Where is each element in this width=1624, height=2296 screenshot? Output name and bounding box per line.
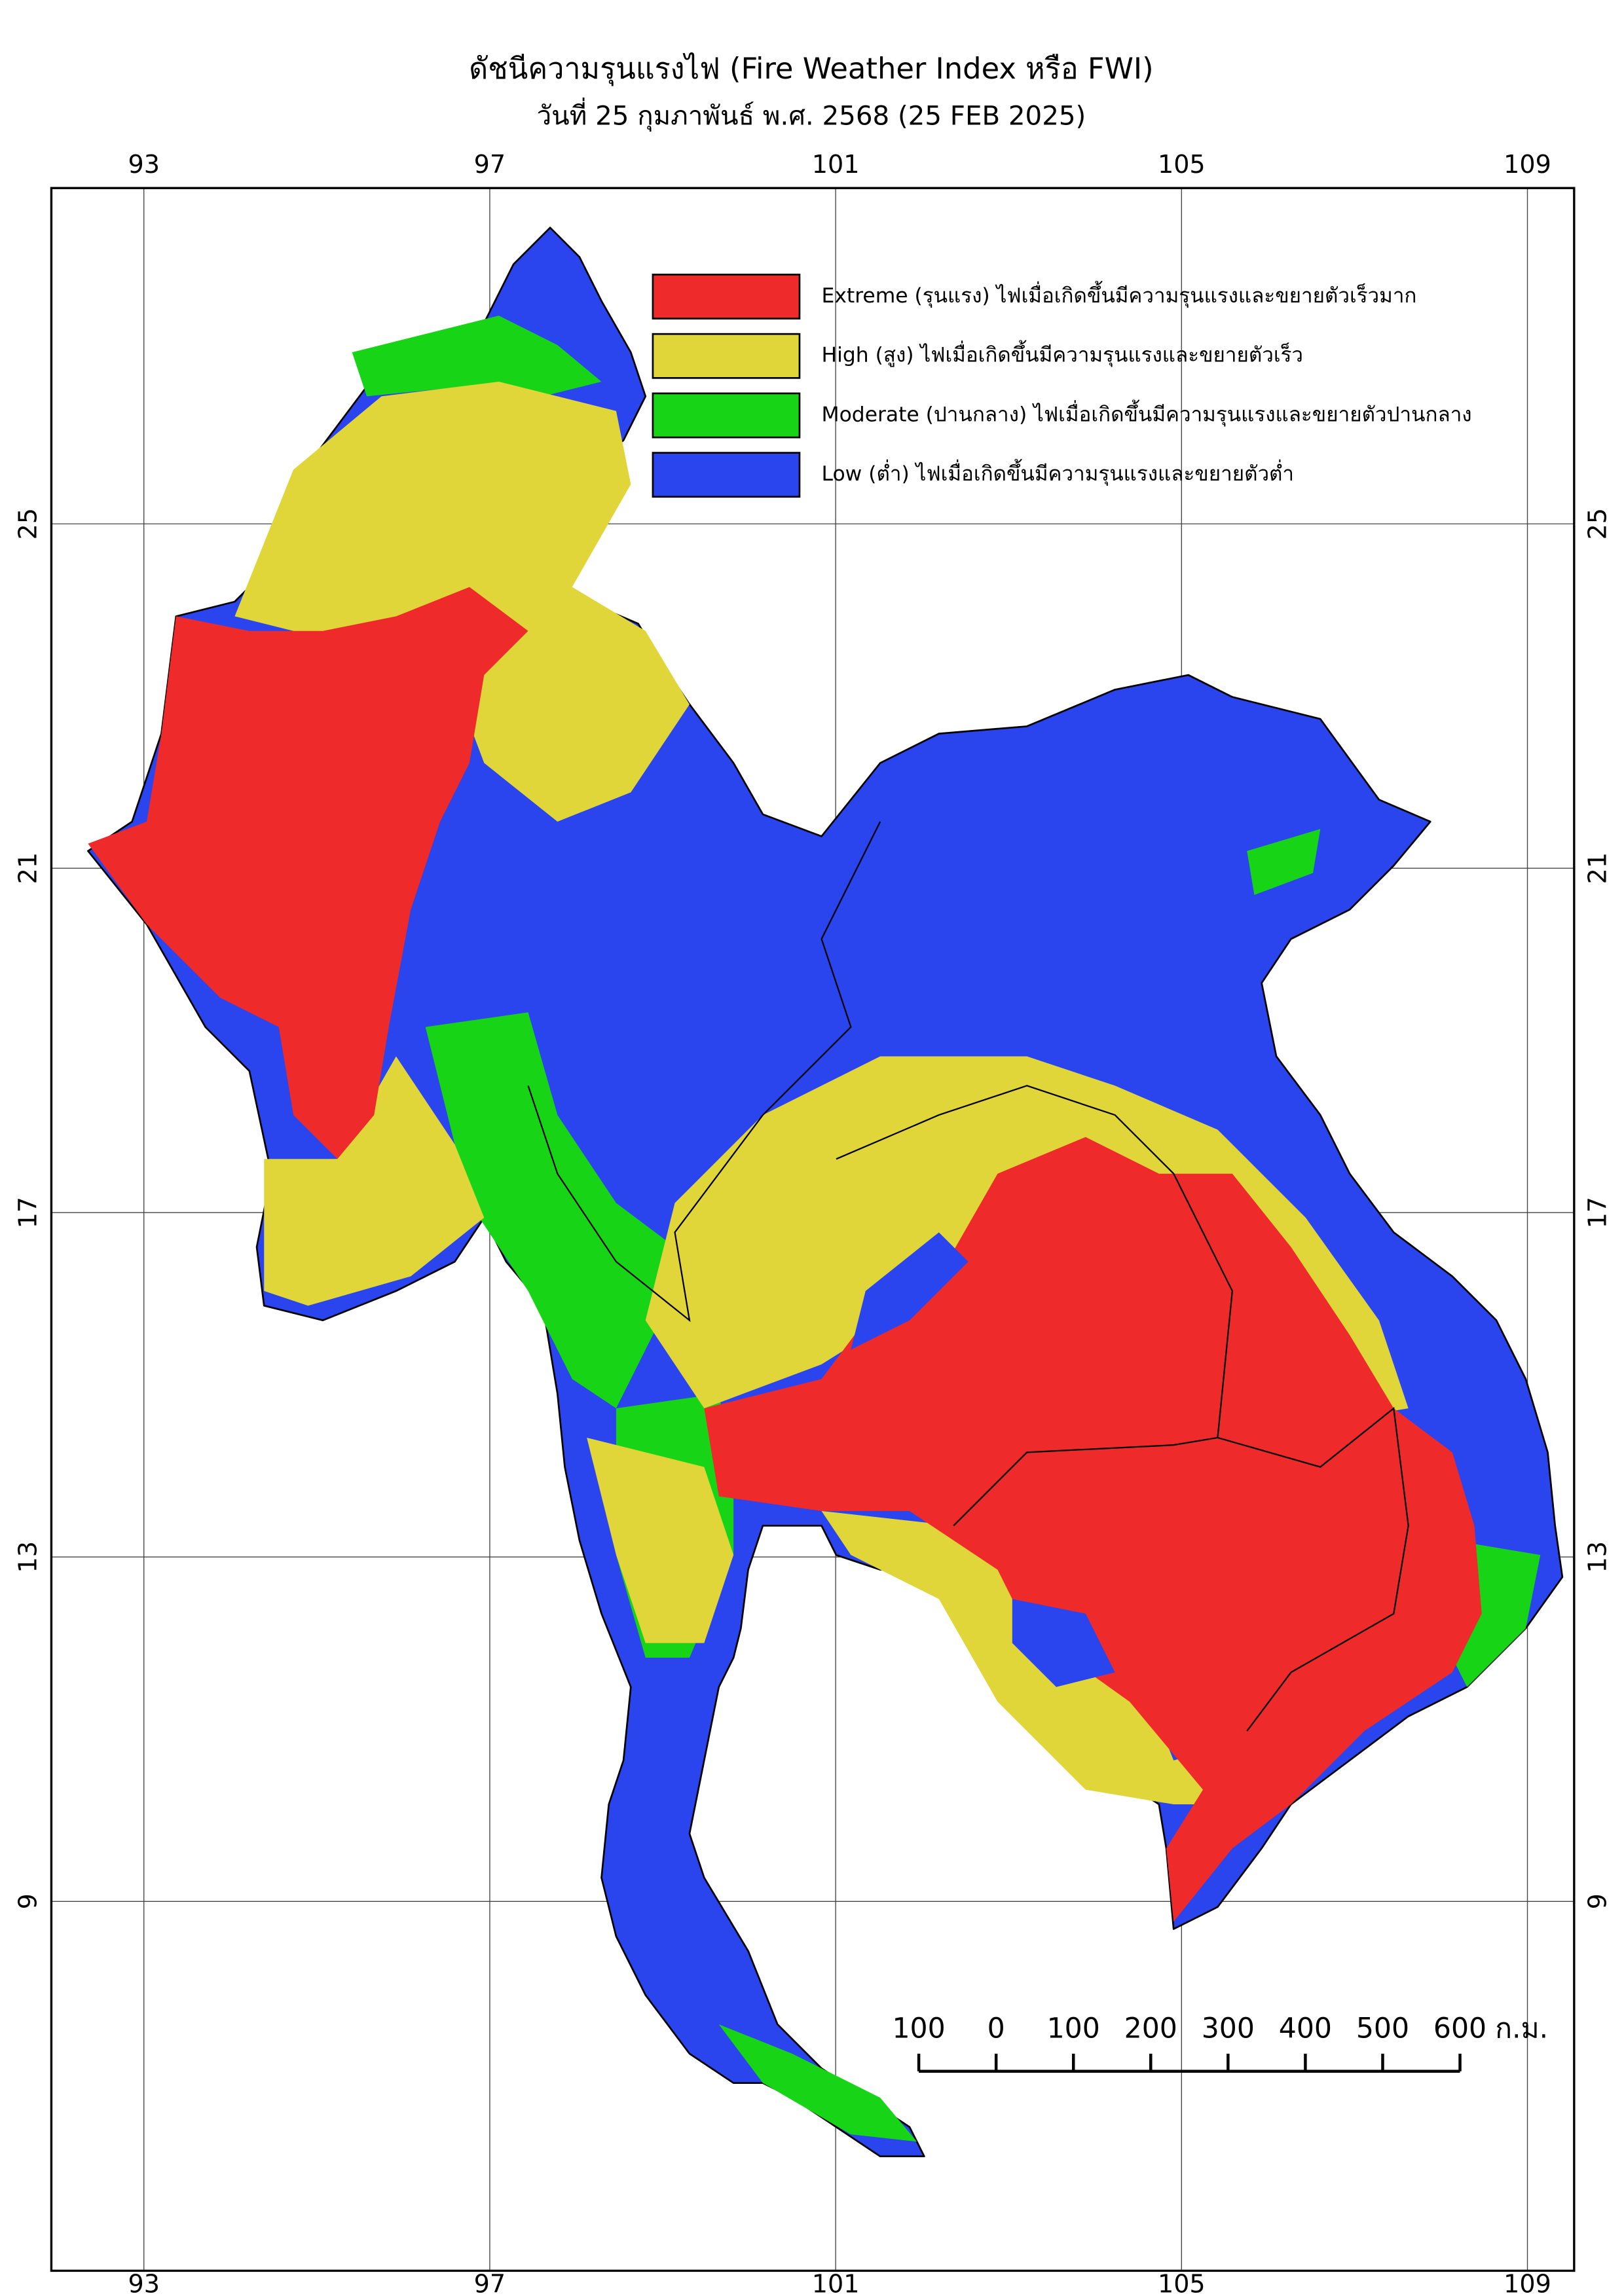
patch-extreme bbox=[704, 1137, 1482, 1922]
title: ดัชนีความรุนแรงไฟ (Fire Weather Index หร… bbox=[469, 51, 1153, 86]
lon-label: 101 bbox=[812, 150, 860, 179]
legend-label: Low (ต่ำ) ไฟเมื่อเกิดขึ้นมีความรุนแรงและ… bbox=[822, 458, 1294, 486]
lon-label: 109 bbox=[1504, 150, 1551, 179]
patch-moderate bbox=[425, 1012, 675, 1409]
lat-label: 21 bbox=[1583, 852, 1612, 884]
scale-label: 100 bbox=[1047, 2013, 1100, 2045]
legend: Extreme (รุนแรง) ไฟเมื่อเกิดขึ้นมีความรุ… bbox=[652, 274, 1472, 498]
border bbox=[527, 821, 881, 1322]
map bbox=[87, 227, 1564, 2158]
lon-label: 97 bbox=[474, 2269, 506, 2296]
lon-label: 101 bbox=[812, 2269, 860, 2296]
legend-label: Extreme (รุนแรง) ไฟเมื่อเกิดขึ้นมีความรุ… bbox=[822, 280, 1417, 308]
subtitle: วันที่ 25 กุมภาพันธ์ พ.ศ. 2568 (25 FEB 2… bbox=[537, 98, 1086, 132]
lon-label: 109 bbox=[1504, 2269, 1551, 2296]
legend-swatch bbox=[652, 452, 801, 498]
scale-label: 600 bbox=[1433, 2013, 1486, 2045]
patch-low bbox=[851, 1232, 969, 1350]
legend-swatch bbox=[652, 333, 801, 379]
lat-label: 9 bbox=[1583, 1893, 1612, 1909]
patch-high bbox=[587, 1437, 734, 1643]
patch-extreme bbox=[88, 587, 528, 1159]
scale-label: 500 bbox=[1356, 2013, 1409, 2045]
legend-label: High (สูง) ไฟเมื่อเกิดขึ้นมีความรุนแรงแล… bbox=[822, 340, 1303, 368]
patch-high bbox=[264, 1056, 485, 1306]
lon-label: 105 bbox=[1158, 2269, 1206, 2296]
scale-bar: 100 0 100 200 300 400 500 600 ก.ม. bbox=[892, 2013, 1548, 2073]
scale-label: 300 bbox=[1202, 2013, 1255, 2045]
border bbox=[953, 1436, 1218, 1527]
scale-label: 200 bbox=[1124, 2013, 1177, 2045]
legend-label: Moderate (ปานกลาง) ไฟเมื่อเกิดขึ้นมีความ… bbox=[822, 399, 1472, 427]
lon-label: 97 bbox=[474, 150, 506, 179]
legend-swatch bbox=[652, 392, 801, 439]
patch-low bbox=[1012, 1599, 1115, 1687]
lat-label: 9 bbox=[13, 1893, 42, 1909]
legend-swatch bbox=[652, 274, 801, 319]
lon-label: 93 bbox=[128, 150, 159, 179]
lat-label: 13 bbox=[13, 1541, 42, 1573]
lat-label: 13 bbox=[1583, 1541, 1612, 1573]
scale-unit: ก.ม. bbox=[1495, 2013, 1548, 2045]
lat-label: 17 bbox=[1583, 1197, 1612, 1228]
lat-label: 25 bbox=[1583, 508, 1612, 539]
lon-label: 93 bbox=[128, 2269, 159, 2296]
frame bbox=[50, 187, 1576, 2272]
lat-label: 25 bbox=[13, 508, 42, 539]
scale-label: 100 bbox=[892, 2013, 945, 2045]
patch-moderate bbox=[1247, 829, 1321, 896]
patch-moderate bbox=[352, 316, 602, 397]
scale-label: 400 bbox=[1279, 2013, 1332, 2045]
lat-label: 21 bbox=[13, 852, 42, 884]
patch-moderate bbox=[718, 2024, 917, 2142]
lon-label: 105 bbox=[1158, 150, 1206, 179]
lat-label: 17 bbox=[13, 1197, 42, 1228]
scale-label: 0 bbox=[987, 2013, 1005, 2045]
